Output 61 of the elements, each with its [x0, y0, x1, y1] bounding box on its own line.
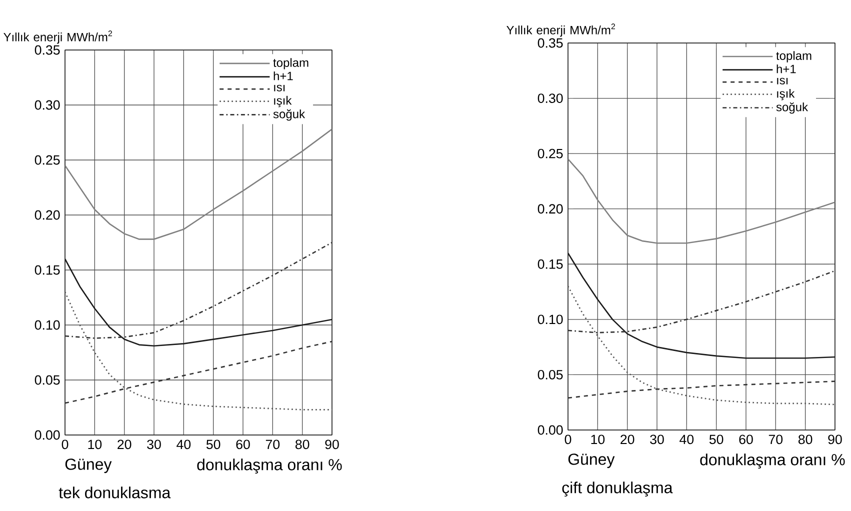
- legend-label: ısı: [777, 78, 788, 84]
- line-series: [65, 340, 332, 404]
- x-tick-label: 0: [564, 434, 572, 444]
- text: Güney: [568, 454, 615, 468]
- legend-label: h+1: [776, 64, 796, 74]
- y-tick-label: 0.20: [538, 204, 563, 214]
- x-tick-label: 60: [236, 440, 250, 450]
- y-tick-label: 0.10: [34, 320, 60, 330]
- y-tick-label: 0.35: [34, 45, 60, 55]
- x-tick-label: 30: [147, 440, 161, 450]
- x-tick-label: 60: [739, 434, 753, 444]
- x-tick-label: 10: [591, 434, 605, 444]
- text: çift donuklaşma: [562, 482, 673, 497]
- legend-label: toplam: [273, 58, 308, 70]
- legend-label: ısı: [274, 84, 285, 92]
- text: tek donuklasma: [58, 486, 171, 498]
- y-tick-label: 0.05: [538, 370, 563, 380]
- x-tick-label: 20: [620, 434, 634, 444]
- legend-label: ışık: [777, 88, 795, 100]
- x-tick-label: 30: [650, 434, 664, 444]
- x-tick-label: 90: [325, 440, 339, 450]
- x-tick-label: 50: [709, 434, 724, 444]
- legend-label: soğuk: [776, 102, 808, 114]
- y-tick-label: 0.25: [538, 148, 563, 158]
- y-tick-label: 0.35: [538, 38, 563, 48]
- x-axis-title: donuklaşma oranı %: [700, 454, 845, 469]
- y-tick-label: 0.25: [34, 155, 60, 165]
- y-axis-title: Yıllık enerji MWh/m$^{2}$: [506, 24, 615, 37]
- line-series: [568, 380, 835, 399]
- x-tick-label: 80: [798, 434, 812, 444]
- x-tick-label: 80: [295, 440, 310, 450]
- line-series: [568, 270, 835, 334]
- x-tick-label: 70: [768, 434, 783, 444]
- x-tick-label: 40: [176, 440, 191, 450]
- x-tick-label: 10: [88, 440, 102, 450]
- y-tick-label: 0.30: [34, 100, 60, 110]
- legend-label: h+1: [274, 71, 293, 80]
- x-tick-label: 90: [828, 434, 842, 444]
- y-tick-label: 0.00: [538, 425, 563, 435]
- x-tick-label: 50: [206, 440, 220, 450]
- y-tick-label: 0.00: [34, 430, 60, 440]
- line-series: [65, 258, 332, 347]
- x-tick-label: 40: [680, 434, 694, 444]
- y-tick-label: 0.15: [34, 265, 60, 275]
- x-tick-label: 20: [118, 440, 132, 450]
- legend-label: soğuk: [273, 109, 306, 121]
- x-tick-label: 70: [266, 440, 280, 450]
- y-tick-label: 0.30: [538, 94, 563, 103]
- legend-label: ışık: [274, 96, 292, 108]
- x-tick-label: 0: [62, 440, 68, 450]
- line-series: [65, 128, 332, 240]
- y-tick-label: 0.15: [538, 259, 563, 269]
- y-tick-label: 0.10: [538, 314, 563, 324]
- legend-label: toplam: [776, 51, 812, 62]
- y-tick-label: 0.05: [34, 375, 60, 385]
- y-axis-title: Yıllık enerji MWh/m$^{2}$: [4, 30, 112, 44]
- line-series: [568, 158, 835, 244]
- x-axis-title: donuklaşma oranı %: [197, 458, 342, 474]
- text: Güney: [65, 458, 112, 474]
- line-series: [65, 242, 332, 339]
- y-tick-label: 0.20: [34, 210, 60, 220]
